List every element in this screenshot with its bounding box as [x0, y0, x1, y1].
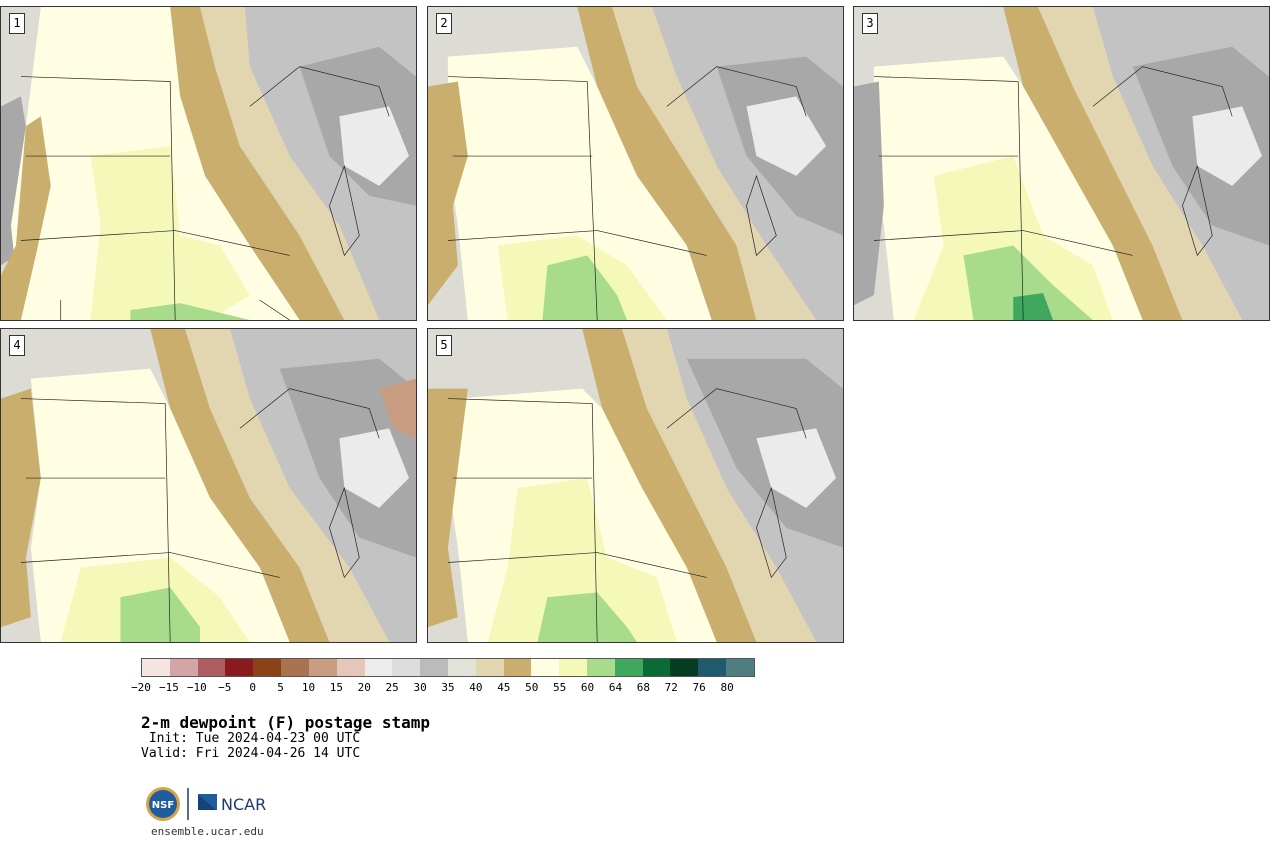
dewpoint-map-2	[428, 7, 843, 320]
colorbar-segment	[225, 659, 254, 676]
colorbar-segment	[559, 659, 587, 676]
colorbar-tick-labels: −20 −15 −10 −5 0 5 10 15 20 25 30 35 40 45 50 55 60 64 68 7…	[131, 681, 755, 695]
colorbar-tick-label: 40	[469, 681, 483, 694]
colorbar-tick-label: 64	[608, 681, 623, 694]
logos: NSF NCAR	[145, 786, 275, 822]
valid-time: Valid: Fri 2024-04-26 14 UTC	[141, 746, 361, 761]
colorbar-tick-label: 0	[249, 681, 256, 694]
svg-text:NCAR: NCAR	[221, 795, 266, 814]
colorbar-tick-label: −10	[186, 681, 207, 694]
panel-number: 4	[9, 335, 25, 356]
colorbar-tick-label: 25	[385, 681, 399, 694]
colorbar-segment	[698, 659, 727, 676]
colorbar-segment	[642, 659, 671, 676]
colorbar-tick-label: 60	[580, 681, 595, 694]
colorbar-segment	[475, 659, 504, 676]
colorbar-segment	[587, 659, 615, 676]
colorbar-tick-label: 45	[497, 681, 511, 694]
colorbar-segment	[169, 659, 198, 676]
colorbar-tick-label: 55	[553, 681, 567, 694]
panel-number: 2	[436, 13, 452, 34]
colorbar-tick-label: 15	[329, 681, 343, 694]
stamp-panel-3: 3	[853, 6, 1270, 321]
colorbar-segment	[197, 659, 226, 676]
colorbar-tick-label: −15	[158, 681, 179, 694]
colorbar-segment	[726, 659, 754, 676]
init-time: Init: Tue 2024-04-23 00 UTC	[141, 731, 361, 746]
dewpoint-colorbar	[141, 658, 755, 677]
ncar-logo-icon: NCAR	[198, 794, 266, 814]
colorbar-tick-label: 50	[525, 681, 539, 694]
colorbar-tick-label: 5	[277, 681, 284, 694]
source-url: ensemble.ucar.edu	[151, 825, 264, 838]
panel-number: 5	[436, 335, 452, 356]
colorbar-segment	[420, 659, 448, 676]
colorbar-segment	[308, 659, 337, 676]
colorbar-segment	[447, 659, 476, 676]
colorbar-segment	[281, 659, 309, 676]
colorbar-segment	[142, 659, 170, 676]
colorbar-segment	[336, 659, 365, 676]
colorbar-tick-label: 68	[636, 681, 650, 694]
nsf-ncar-logo: NSF NCAR	[146, 787, 266, 821]
chart-title: 2-m dewpoint (F) postage stamp	[141, 713, 430, 732]
dewpoint-map-1	[1, 7, 416, 320]
stamp-panel-4: 4	[0, 328, 417, 643]
colorbar-segment	[503, 659, 532, 676]
colorbar-segment	[392, 659, 421, 676]
stamp-panel-5: 5	[427, 328, 844, 643]
stamp-panel-2: 2	[427, 6, 844, 321]
colorbar-segment	[614, 659, 643, 676]
colorbar-segment	[531, 659, 560, 676]
dewpoint-map-5	[428, 329, 843, 642]
colorbar-tick-label: 30	[413, 681, 427, 694]
dewpoint-map-4	[1, 329, 416, 642]
colorbar-tick-label: −20	[131, 681, 151, 694]
panel-number: 1	[9, 13, 25, 34]
colorbar-tick-label: 80	[720, 681, 734, 694]
colorbar-tick-label: 20	[357, 681, 371, 694]
colorbar-tick-label: −5	[218, 681, 232, 694]
colorbar-segment	[670, 659, 699, 676]
dewpoint-map-3	[854, 7, 1269, 320]
nsf-logo-icon: NSF	[146, 787, 180, 821]
colorbar-segment	[364, 659, 393, 676]
colorbar-segment	[253, 659, 282, 676]
colorbar-tick-label: 10	[301, 681, 316, 694]
colorbar-tick-label: 72	[664, 681, 678, 694]
stamp-panel-1: 1	[0, 6, 417, 321]
colorbar-tick-label: 35	[441, 681, 455, 694]
svg-text:NSF: NSF	[152, 800, 174, 811]
colorbar-tick-label: 76	[692, 681, 706, 694]
panel-number: 3	[862, 13, 878, 34]
